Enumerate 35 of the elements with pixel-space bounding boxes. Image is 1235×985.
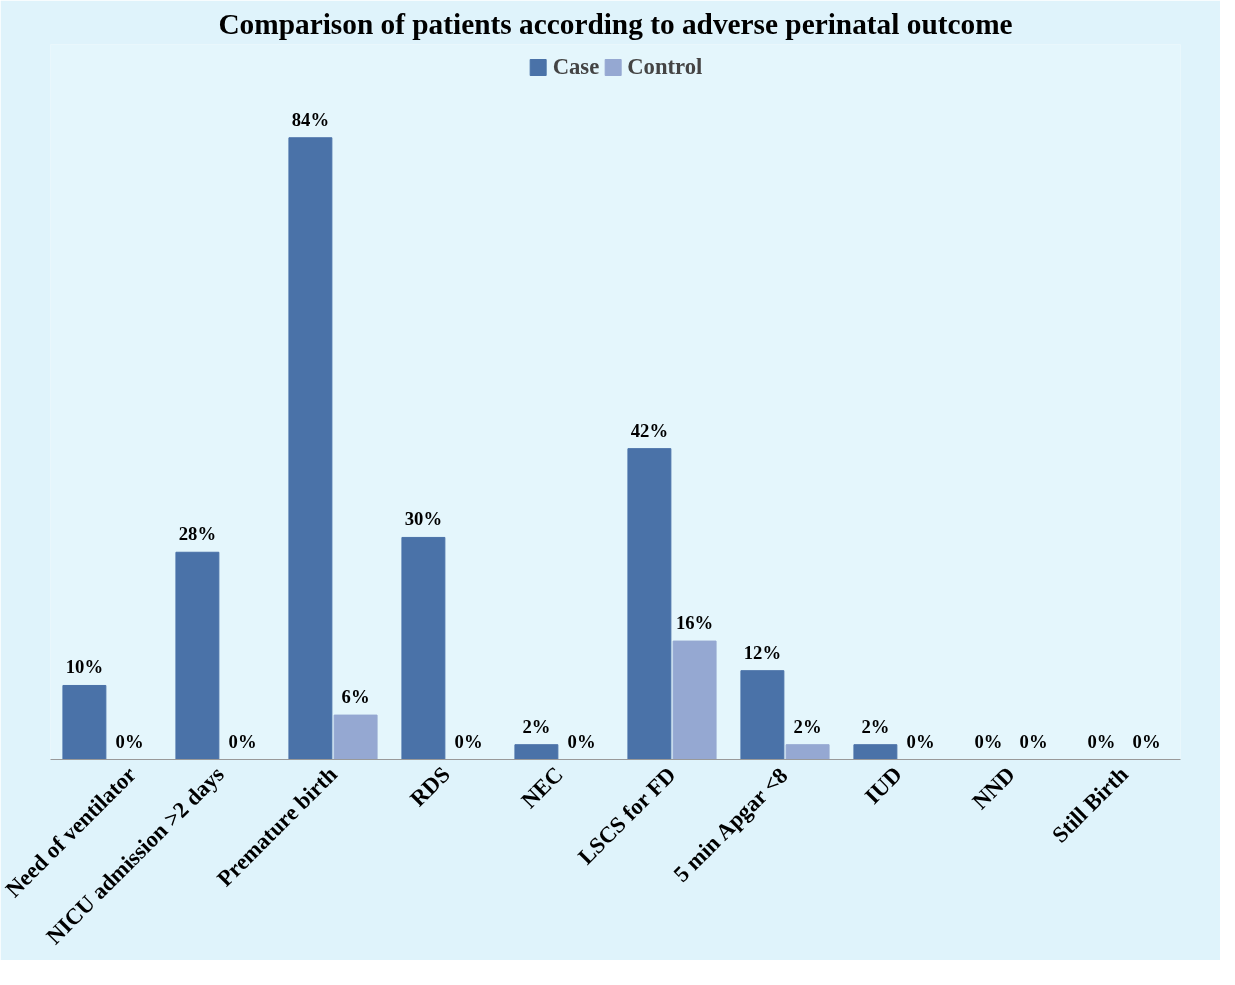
data-label: 0% <box>1087 730 1116 752</box>
chart-title: Comparison of patients according to adverse perinatal outcome <box>218 7 1013 40</box>
bar <box>740 670 785 760</box>
bar <box>62 684 107 760</box>
legend-label: Control <box>627 54 703 80</box>
data-label: 0% <box>974 730 1003 752</box>
bar <box>401 536 446 760</box>
data-label: 0% <box>906 730 935 752</box>
bar <box>853 744 898 760</box>
bar <box>288 137 333 760</box>
data-label: 0% <box>1132 730 1161 752</box>
data-label: 2% <box>793 715 822 737</box>
legend-label: Case <box>552 54 600 80</box>
bar <box>514 744 559 760</box>
data-label: 0% <box>228 730 257 752</box>
data-label: 0% <box>454 730 483 752</box>
data-label: 30% <box>404 508 443 530</box>
data-label: 0% <box>1019 730 1048 752</box>
bar <box>333 714 378 760</box>
data-label: 2% <box>522 715 551 737</box>
bar <box>175 551 220 760</box>
bar <box>627 448 672 760</box>
bar <box>672 640 717 760</box>
data-label: 84% <box>291 108 330 130</box>
bar <box>785 744 830 760</box>
data-label: 2% <box>861 715 890 737</box>
data-label: 28% <box>178 523 217 545</box>
data-label: 10% <box>65 656 104 678</box>
x-tick-label: IUD <box>859 761 907 809</box>
data-label: 6% <box>341 686 370 708</box>
data-label: 16% <box>675 612 714 634</box>
data-label: 0% <box>115 730 144 752</box>
data-label: 12% <box>743 641 782 663</box>
data-label: 0% <box>567 730 596 752</box>
data-label: 42% <box>630 419 669 441</box>
